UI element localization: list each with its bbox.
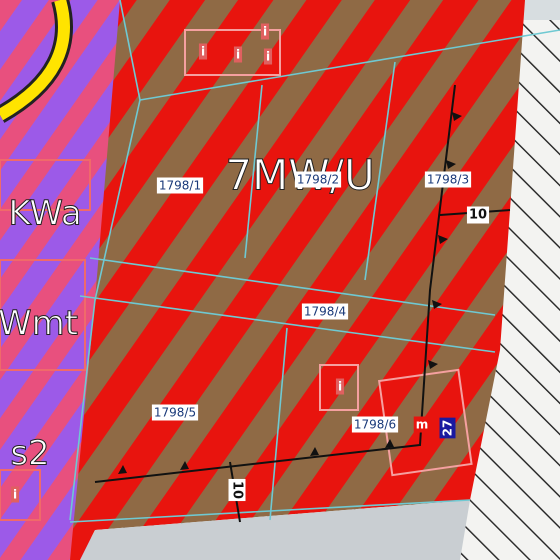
marker-label-group: 10 xyxy=(466,206,490,224)
parcel-label: 1798/6 xyxy=(354,418,396,432)
zone-name-group: s2 xyxy=(10,433,50,474)
marker-label-group: i xyxy=(335,378,345,395)
marker-label-group: i xyxy=(10,486,20,503)
marker-label-box xyxy=(228,478,246,502)
marker-label-group: i xyxy=(260,23,270,40)
marker-label: i xyxy=(266,50,270,64)
road xyxy=(0,0,70,121)
parcel-label-group: 1798/3 xyxy=(424,171,472,188)
parcel-label: 1798/2 xyxy=(297,173,339,187)
marker-label-group: i xyxy=(233,46,243,63)
marker-label: i xyxy=(201,45,205,59)
zone-name-group: KWa xyxy=(8,193,82,234)
bottom-zone xyxy=(80,500,470,560)
boundary-ticks xyxy=(118,112,462,474)
marker-label: i xyxy=(338,380,342,394)
marker-label: i xyxy=(13,488,17,502)
marker-label-group: i xyxy=(263,48,273,65)
zone-name: Wmt xyxy=(0,304,78,344)
marker-label-box xyxy=(260,23,270,40)
parcel-label: 1798/1 xyxy=(159,179,201,193)
left-outlines xyxy=(0,159,91,521)
parcel-label-group: 1798/2 xyxy=(294,171,342,188)
marker-label-box xyxy=(439,417,456,439)
zone-name-group: Wmt xyxy=(0,303,79,344)
parcel-label-box xyxy=(151,404,199,421)
zone-name: KWa xyxy=(8,194,81,234)
main-zone xyxy=(70,0,525,560)
marker-label-group: 10 xyxy=(228,478,246,502)
marker-label: i xyxy=(236,48,240,62)
marker-label-box xyxy=(335,378,345,395)
marker-label-group: 27 xyxy=(439,417,456,439)
marker-label-box xyxy=(10,486,20,503)
parcel-label: 1798/3 xyxy=(427,173,469,187)
marker-label: m xyxy=(416,418,429,432)
marker-label-group: i xyxy=(198,43,208,60)
parcel-label-box xyxy=(351,416,399,433)
parcel-label-group: 1798/4 xyxy=(301,303,349,320)
parcel-label: 1798/4 xyxy=(304,305,346,319)
marker-label-box xyxy=(466,206,490,224)
parcel-label-box xyxy=(424,171,472,188)
marker-label-group: m xyxy=(413,416,431,433)
zone-name: s2 xyxy=(10,434,49,474)
parcel-label-box xyxy=(294,171,342,188)
marker-label-box xyxy=(198,43,208,60)
marker-label: 10 xyxy=(469,208,487,223)
parcel-label-group: 1798/6 xyxy=(351,416,399,433)
marker-label: 27 xyxy=(441,420,455,437)
parcel-label-group: 1798/1 xyxy=(156,177,204,194)
marker-label-box xyxy=(233,46,243,63)
parcel-label-group: 1798/5 xyxy=(151,404,199,421)
parcel-label-box xyxy=(156,177,204,194)
parcel-label-box xyxy=(301,303,349,320)
marker-label-box xyxy=(413,416,431,433)
marker-label-box xyxy=(263,48,273,65)
marker-label: 10 xyxy=(230,481,245,499)
parcel-label: 1798/5 xyxy=(154,406,196,420)
marker-label: i xyxy=(263,25,267,39)
